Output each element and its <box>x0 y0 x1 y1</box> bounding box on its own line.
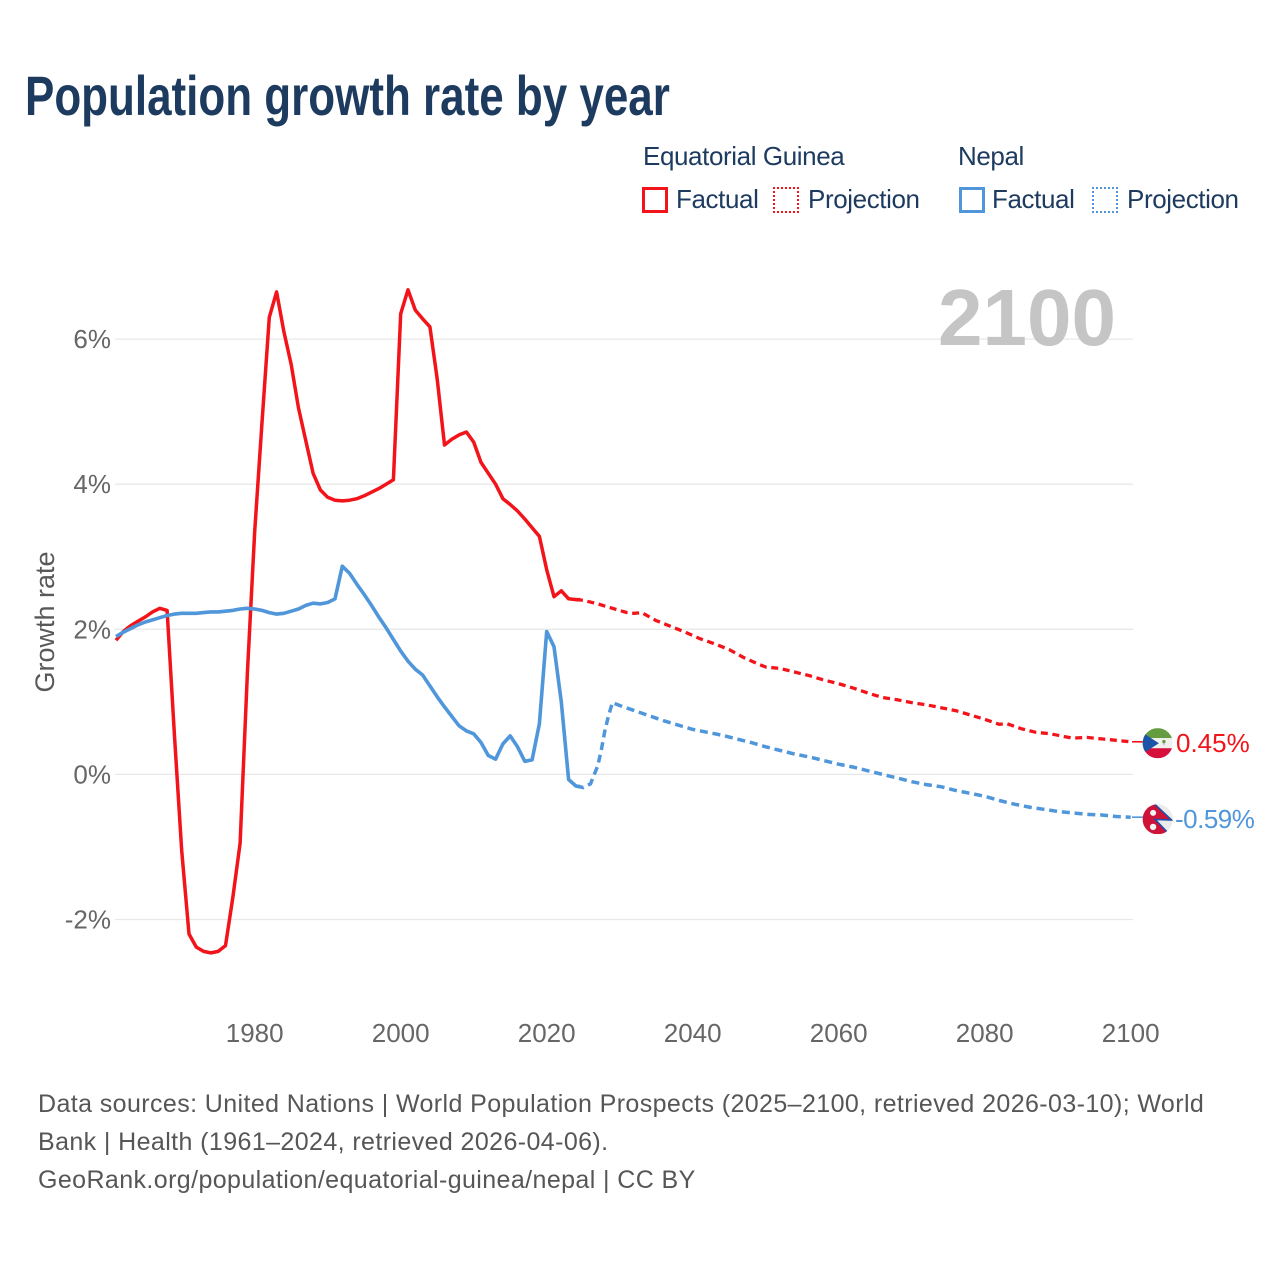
svg-text:2100: 2100 <box>1102 1018 1160 1048</box>
svg-text:2020: 2020 <box>518 1018 576 1048</box>
svg-text:2060: 2060 <box>810 1018 868 1048</box>
svg-text:2040: 2040 <box>664 1018 722 1048</box>
svg-text:4%: 4% <box>73 469 111 499</box>
svg-text:2%: 2% <box>73 614 111 644</box>
svg-text:6%: 6% <box>73 324 111 354</box>
svg-text:Growth rate: Growth rate <box>30 551 60 692</box>
svg-text:-2%: -2% <box>65 905 111 935</box>
svg-text:0%: 0% <box>73 759 111 789</box>
svg-text:2000: 2000 <box>372 1018 430 1048</box>
svg-text:0.45%: 0.45% <box>1176 728 1250 758</box>
svg-text:1980: 1980 <box>226 1018 284 1048</box>
svg-text:2080: 2080 <box>956 1018 1014 1048</box>
svg-text:-0.59%: -0.59% <box>1175 804 1255 834</box>
svg-text:2100: 2100 <box>938 273 1116 362</box>
